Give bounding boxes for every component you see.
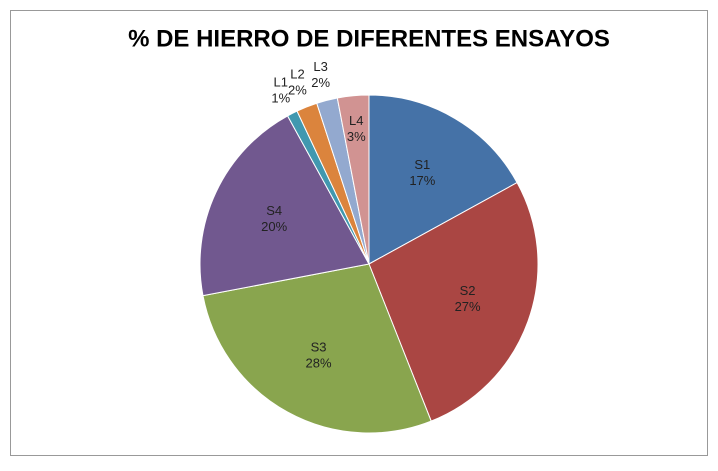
slice-value-label: 2% — [311, 75, 330, 90]
slice-name: S2 — [460, 283, 476, 298]
slice-name: L4 — [349, 113, 363, 128]
slice-value-label: 28% — [306, 355, 332, 370]
slice-value-label: 27% — [455, 299, 481, 314]
pie-slice — [368, 94, 518, 265]
slice-value-label: 20% — [261, 219, 287, 234]
pie-slice — [336, 94, 370, 265]
pie-slice — [202, 263, 432, 434]
slice-name: L1 — [274, 74, 288, 89]
pie-slice — [368, 181, 539, 422]
slice-value-label: 1% — [271, 90, 290, 105]
slice-name: S4 — [266, 203, 282, 218]
slice-name: S1 — [414, 157, 430, 172]
chart-title: % DE HIERRO DE DIFERENTES ENSAYOS — [128, 25, 610, 52]
pie-slice — [199, 115, 370, 297]
slice-name: L2 — [290, 67, 304, 82]
slice-value-label: 17% — [409, 173, 435, 188]
slice-value-label: 3% — [347, 129, 366, 144]
slice-name: L3 — [313, 59, 327, 74]
slice-value-label: 2% — [288, 83, 307, 98]
slice-name: S3 — [311, 339, 327, 354]
